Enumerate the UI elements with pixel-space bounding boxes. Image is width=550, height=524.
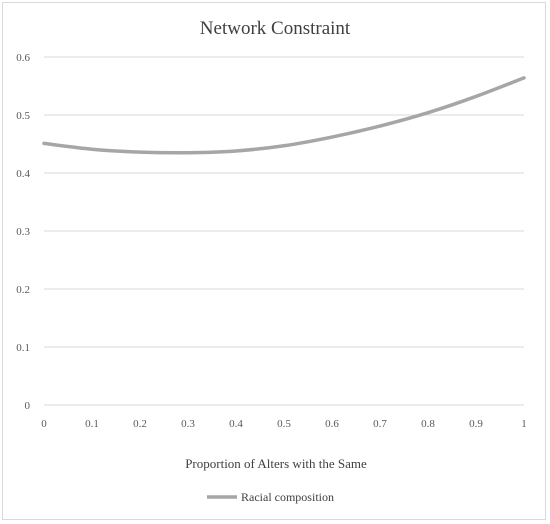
x-axis-ticks: 0 0.1 0.2 0.3 0.4 0.5 0.6 0.7 0.8 0.9 1	[41, 418, 527, 430]
y-tick-label: 0.5	[16, 110, 30, 122]
x-tick-label: 0.4	[229, 418, 243, 430]
y-tick-label: 0.2	[16, 284, 30, 296]
x-tick-label: 1	[521, 418, 527, 430]
x-axis-title: Proportion of Alters with the Same	[185, 456, 367, 471]
gridlines	[44, 56, 524, 406]
y-tick-label: 0.4	[16, 168, 30, 180]
series-lines	[42, 76, 526, 155]
x-tick-label: 0.6	[325, 418, 339, 430]
y-tick-label: 0.3	[16, 226, 30, 238]
x-tick-label: 0.3	[181, 418, 195, 430]
y-tick-label: 0.1	[16, 342, 30, 354]
y-axis-ticks: 0 0.1 0.2 0.3 0.4 0.5 0.6	[16, 52, 30, 412]
series-line-racial-composition	[42, 76, 526, 155]
y-tick-label: 0.6	[16, 52, 30, 64]
legend: Racial composition	[207, 490, 334, 504]
x-tick-label: 0.2	[133, 418, 147, 430]
y-tick-label: 0	[25, 400, 31, 412]
legend-label-racial-composition: Racial composition	[241, 490, 334, 504]
x-tick-label: 0.1	[85, 418, 99, 430]
x-tick-label: 0.5	[277, 418, 291, 430]
x-tick-label: 0.9	[469, 418, 483, 430]
chart-frame	[2, 2, 546, 520]
x-tick-label: 0.8	[421, 418, 435, 430]
chart-title: Network Constraint	[200, 18, 351, 39]
x-tick-label: 0.7	[373, 418, 387, 430]
x-tick-label: 0	[41, 418, 47, 430]
